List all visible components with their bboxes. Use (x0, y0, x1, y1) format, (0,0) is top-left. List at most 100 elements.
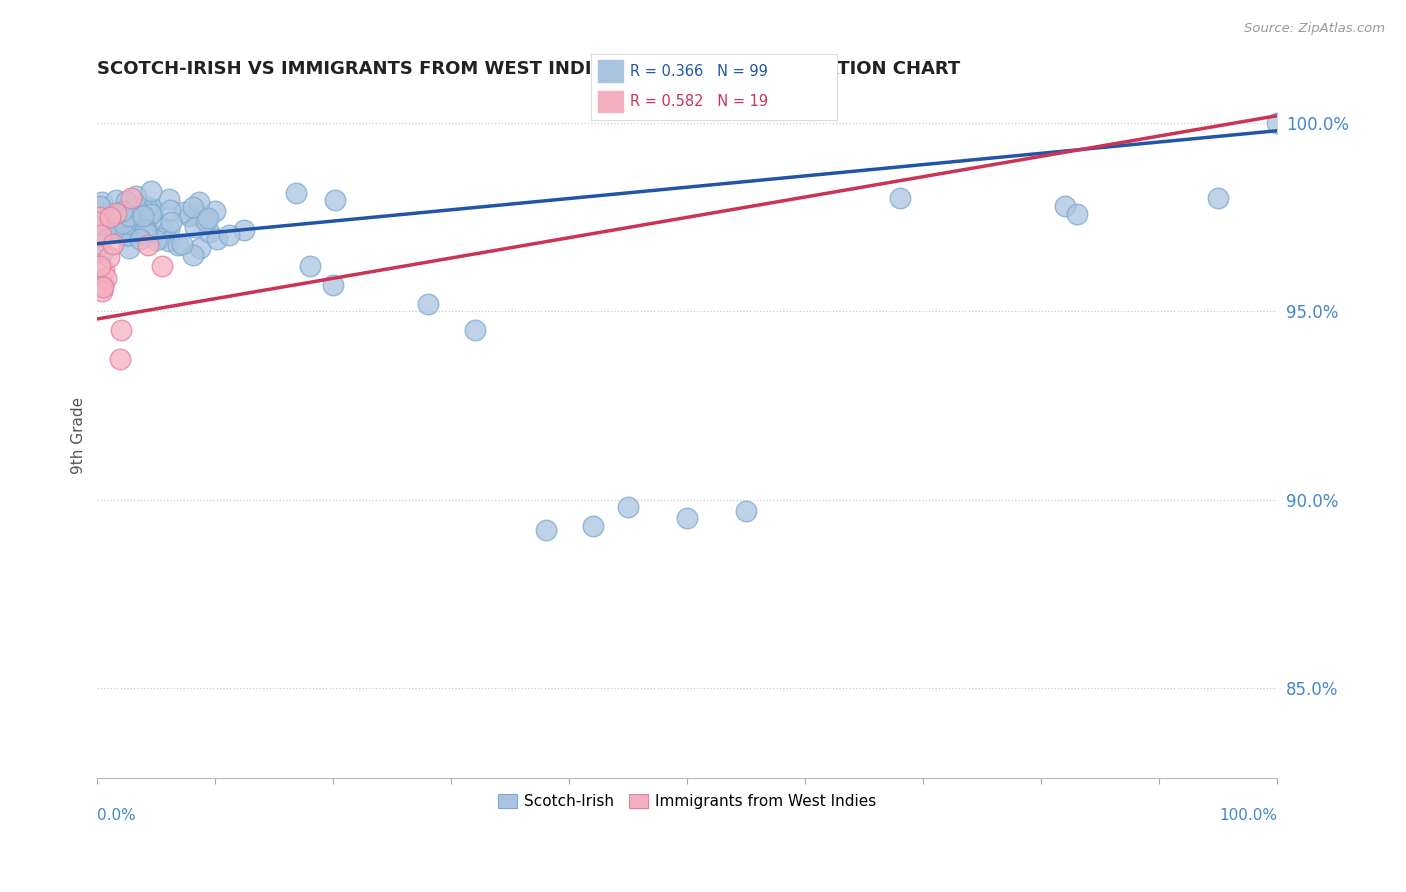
Point (150, 221, 173, 235)
Point (204, 204, 226, 219)
Point (104, 209, 127, 223)
Point (93, 263, 115, 277)
Point (104, 207, 127, 221)
Point (139, 184, 162, 198)
Point (91, 195, 114, 210)
Point (159, 202, 181, 217)
Point (89, 198, 111, 212)
Point (135, 223, 157, 237)
Point (89, 259, 111, 273)
Point (534, 523, 557, 537)
Point (1066, 206, 1088, 220)
Point (135, 226, 157, 240)
Point (112, 222, 135, 236)
Text: 0.0%: 0.0% (97, 808, 136, 823)
Point (464, 323, 486, 337)
Point (118, 241, 141, 255)
Point (90, 246, 112, 260)
Point (181, 200, 204, 214)
Text: R = 0.582   N = 19: R = 0.582 N = 19 (630, 95, 768, 109)
Point (90, 228, 112, 243)
Point (117, 228, 139, 243)
Point (232, 223, 254, 237)
Point (97, 214, 120, 228)
Point (97, 250, 120, 264)
Point (416, 297, 439, 311)
Point (735, 504, 758, 518)
Point (617, 500, 640, 515)
Point (197, 211, 219, 225)
Point (124, 213, 146, 227)
Point (136, 238, 159, 252)
Text: R = 0.366   N = 99: R = 0.366 N = 99 (630, 64, 768, 79)
Point (107, 218, 129, 232)
Point (298, 259, 321, 273)
Point (101, 236, 124, 251)
Point (676, 511, 699, 525)
Legend: Scotch-Irish, Immigrants from West Indies: Scotch-Irish, Immigrants from West Indie… (492, 788, 883, 815)
Point (166, 238, 188, 252)
Point (197, 225, 219, 239)
Point (118, 214, 141, 228)
Point (195, 214, 218, 228)
Point (87, 211, 110, 225)
Point (111, 210, 134, 224)
Y-axis label: 9th Grade: 9th Grade (72, 397, 86, 475)
Point (89, 236, 111, 251)
Text: SCOTCH-IRISH VS IMMIGRANTS FROM WEST INDIES 9TH GRADE CORRELATION CHART: SCOTCH-IRISH VS IMMIGRANTS FROM WEST IND… (97, 60, 960, 78)
Point (89, 213, 111, 227)
Point (120, 199, 142, 213)
Point (186, 208, 208, 222)
Point (322, 278, 344, 293)
Point (150, 259, 173, 273)
Bar (598, 91, 623, 112)
Point (104, 220, 127, 235)
Point (86, 215, 108, 229)
Point (132, 210, 155, 224)
Point (91, 284, 114, 298)
Point (134, 223, 156, 237)
Point (124, 188, 146, 202)
Point (188, 194, 211, 209)
Point (218, 227, 240, 242)
Point (129, 231, 152, 245)
Text: Source: ZipAtlas.com: Source: ZipAtlas.com (1244, 22, 1385, 36)
Point (173, 205, 195, 219)
Point (94, 224, 117, 238)
Point (98, 211, 121, 225)
Point (111, 216, 134, 230)
Point (105, 193, 128, 207)
Point (93, 277, 115, 292)
Point (125, 201, 148, 215)
Point (110, 352, 132, 367)
Point (1054, 199, 1077, 213)
Point (142, 202, 165, 216)
Point (1208, 191, 1230, 205)
Point (582, 519, 605, 533)
Point (111, 223, 134, 237)
Point (205, 232, 228, 246)
Point (160, 215, 183, 229)
Point (118, 217, 141, 231)
Point (172, 236, 194, 251)
Point (104, 222, 127, 236)
Point (157, 221, 180, 235)
Point (115, 194, 138, 208)
Point (104, 206, 127, 220)
Point (141, 207, 163, 221)
Point (177, 210, 200, 224)
Point (110, 323, 132, 337)
Point (285, 186, 308, 201)
Point (94, 271, 117, 285)
Point (89, 200, 111, 214)
Point (117, 229, 139, 244)
Point (157, 234, 180, 248)
Point (97, 206, 120, 220)
Point (145, 233, 167, 247)
Point (91, 280, 114, 294)
Point (118, 210, 141, 224)
Point (139, 204, 162, 219)
Point (121, 215, 143, 229)
Point (157, 192, 180, 206)
Text: 100.0%: 100.0% (1219, 808, 1278, 823)
